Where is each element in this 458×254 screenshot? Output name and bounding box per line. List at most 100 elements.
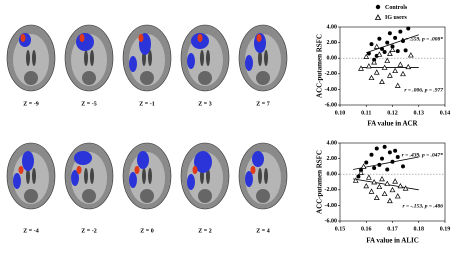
x-tick-label: 0.13 [414,110,425,116]
point [386,197,393,204]
point [385,167,390,172]
brain-stem [82,71,96,85]
fit-line [366,34,419,54]
slice-label: Z = 4 [256,228,269,234]
y-tick-label: -6.00 [325,218,338,224]
blue-cluster [187,53,195,69]
red-cluster [256,34,262,42]
red-cluster [250,166,256,174]
blue-cluster [245,55,253,71]
x-tick-label: 0.15 [335,226,346,232]
ventricle [148,168,152,184]
ventricle [258,50,262,66]
x-tick-label: 0.16 [361,226,372,232]
point [398,29,403,34]
point [369,42,374,47]
point [385,40,390,45]
slice-label: Z = 7 [256,101,269,107]
point [379,78,385,84]
y-tick-label: 0.00 [327,172,338,178]
slice-label: Z = -2 [81,228,96,234]
brain-inner [245,152,281,204]
x-tick-label: 0.11 [361,110,371,116]
ventricle [32,50,36,66]
ventricle [26,50,30,66]
point [364,160,369,165]
y-tick-label: -4.00 [325,87,338,93]
ventricle [264,168,268,184]
brain-stem [198,189,212,203]
annotation: r = .006, p = .977 [404,87,443,93]
brain-stem [24,189,38,203]
point [381,64,388,70]
point [363,182,370,189]
y-tick-label: 2.00 [327,40,338,46]
blue-cluster [71,170,79,186]
point [374,146,379,151]
brain-stem [198,71,212,85]
brain-slice [64,142,114,210]
point [405,63,412,70]
point [397,182,404,189]
point [392,178,399,184]
point [363,53,370,59]
blue-cluster [245,171,253,187]
point [373,69,380,75]
brain-slice [6,142,56,210]
y-tick-label: -6.00 [325,102,338,108]
brain-stem [82,189,96,203]
point [380,156,384,161]
point [368,188,375,194]
brain-slice [6,24,56,92]
point [371,59,378,65]
point [365,174,372,180]
annotation: r = -.153, p = .486 [403,203,444,209]
red-cluster [18,166,24,174]
point [365,63,372,69]
blue-cluster [129,172,137,188]
ventricle [258,168,262,184]
blue-cluster [22,151,34,171]
point [382,49,387,54]
brain-slice [238,24,288,92]
point [390,44,395,49]
slice-label: Z = -4 [23,228,38,234]
point [403,48,408,53]
point [395,49,400,54]
y-tick-label: -2.00 [325,187,338,193]
point [406,26,411,31]
point [356,174,361,179]
ventricle [206,50,210,66]
point [407,52,414,58]
point [401,164,405,169]
ventricle [32,168,36,184]
blue-cluster [13,173,21,189]
red-cluster [192,166,198,174]
x-tick-label: 0.18 [414,226,425,232]
legend-label: IG users [385,15,408,21]
y-axis-label: ACC-putamen RSFC [316,34,324,98]
legend-label: Controls [385,5,408,11]
point [376,183,383,190]
ventricle [90,168,94,184]
x-axis-label: FA value in ALIC [366,237,419,245]
point [379,175,385,182]
slice-label: Z = -9 [23,101,38,107]
blue-cluster [137,151,149,169]
blue-cluster [76,33,94,51]
brain-slice [122,142,172,210]
brain-inner [13,152,49,204]
blue-cluster [194,151,212,173]
brain-stem [140,71,154,85]
ventricle [26,168,30,184]
point [368,74,375,81]
point [395,155,400,160]
point [397,61,404,67]
legend: Controls IG users [374,4,408,21]
point [371,179,378,185]
point [387,150,392,155]
x-tick-label: 0.17 [387,226,398,232]
brain-inner [13,34,49,86]
y-axis-label: ACC-putamen RSFC [316,150,324,214]
y-tick-label: -4.00 [325,203,338,209]
